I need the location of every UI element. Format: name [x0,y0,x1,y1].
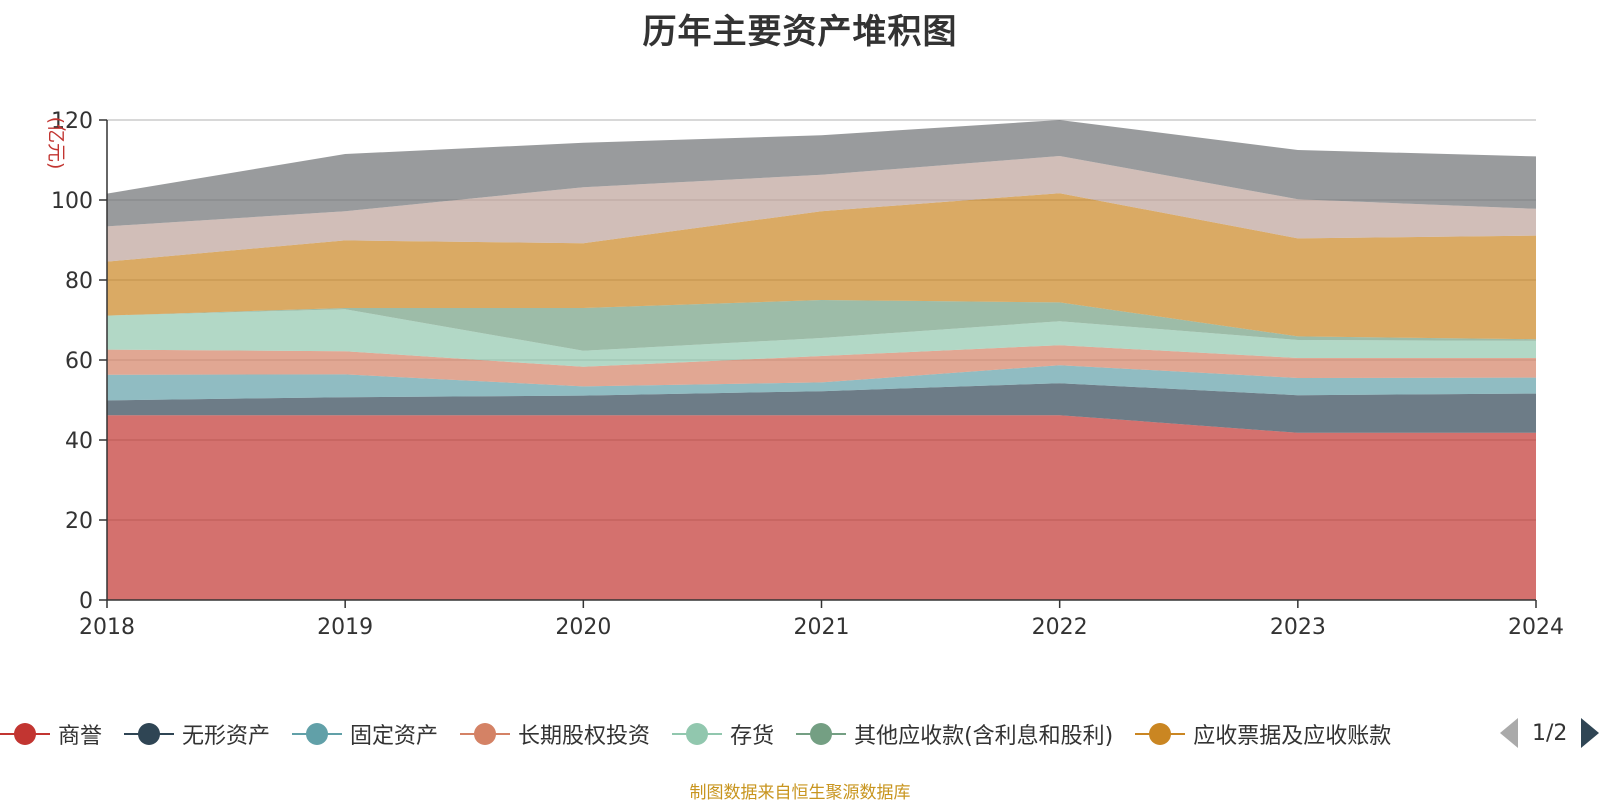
legend-marker-icon [124,722,175,746]
legend-marker-icon [1135,722,1186,746]
legend-prev-page-icon[interactable] [1500,718,1518,748]
y-tick-label: 120 [51,109,93,134]
legend-item[interactable]: 固定资产 [292,718,438,750]
chart-legend: 商誉 无形资产 固定资产 长期股权投资 存货 其他应收款(含利息和股利) 应收票据及应收账款 [0,716,1413,752]
chart-title: 历年主要资产堆积图 [642,12,958,52]
x-tick-label: 2018 [79,615,135,640]
legend-item[interactable]: 存货 [672,718,774,750]
legend-item[interactable]: 商誉 [0,718,102,750]
x-tick-label: 2023 [1270,615,1326,640]
legend-marker-icon [796,722,847,746]
legend-marker-icon [292,722,343,746]
y-tick-label: 60 [65,349,93,374]
y-tick-label: 20 [65,509,93,534]
area-series-3[interactable] [107,365,1536,401]
legend-next-page-icon[interactable] [1581,718,1600,748]
legend-page-indicator: 1/2 [1532,720,1568,746]
y-tick-label: 100 [51,189,93,214]
legend-marker-icon [0,722,50,746]
legend-label: 商誉 [58,724,103,749]
x-tick-label: 2019 [317,615,373,640]
legend-item[interactable]: 无形资产 [124,718,270,750]
legend-item[interactable]: 应收票据及应收账款 [1135,718,1391,750]
legend-item[interactable]: 长期股权投资 [460,718,650,750]
axes: 0 20 40 60 80 100 120 2018 2019 2020 2021 2022 2023 2… [51,109,1564,640]
legend-marker-icon [460,722,511,746]
x-tick-label: 2020 [555,615,611,640]
y-tick-label: 40 [65,429,93,454]
legend-label: 存货 [730,724,775,749]
x-tick-label: 2024 [1508,615,1564,640]
area-series-4[interactable] [107,345,1536,387]
area-series-8[interactable] [107,156,1536,262]
legend-pager: 1/2 [1500,718,1600,748]
x-tick-label: 2022 [1032,615,1088,640]
legend-label: 其他应收款(含利息和股利) [854,724,1114,749]
x-tick-label: 2021 [794,615,850,640]
legend-label: 应收票据及应收账款 [1193,724,1392,749]
area-series-7[interactable] [107,193,1536,340]
legend-label: 无形资产 [182,724,271,749]
legend-item[interactable]: 其他应收款(含利息和股利) [796,718,1113,750]
stacked-areas [107,120,1536,600]
area-series-2[interactable] [107,383,1536,433]
y-tick-label: 0 [79,589,93,614]
y-axis-unit-label: (亿元) [45,117,67,170]
y-tick-label: 80 [65,269,93,294]
area-series-6[interactable] [107,300,1536,351]
area-series-1[interactable] [107,415,1536,600]
legend-label: 长期股权投资 [518,724,651,749]
area-series-9[interactable] [107,120,1536,227]
legend-label: 固定资产 [350,724,439,749]
legend-marker-icon [672,722,723,746]
data-source-footer: 制图数据来自恒生聚源数据库 [689,783,911,803]
